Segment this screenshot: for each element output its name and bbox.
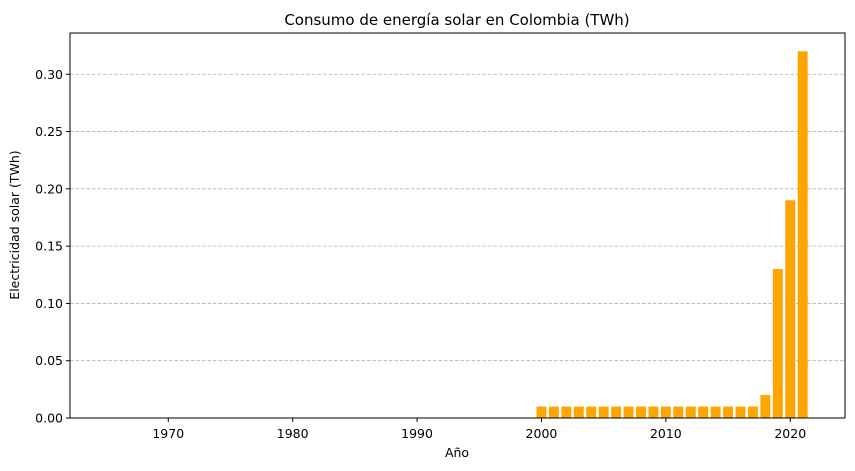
bar-2021 <box>797 51 808 418</box>
y-tick-label: 0.25 <box>35 124 63 139</box>
bar-2016 <box>735 406 746 418</box>
bar-2012 <box>685 406 696 418</box>
bar-2015 <box>723 406 734 418</box>
bar-2007 <box>623 406 634 418</box>
x-tick-label: 1980 <box>277 426 309 441</box>
bar-2018 <box>760 395 771 418</box>
x-tick-label: 2020 <box>774 426 806 441</box>
y-axis-title: Electricidad solar (TWh) <box>7 150 22 299</box>
y-tick-label: 0.15 <box>35 239 63 254</box>
bar-2019 <box>772 269 783 418</box>
x-tick-label: 1970 <box>152 426 184 441</box>
plot-frame <box>69 32 846 419</box>
bars <box>536 51 808 418</box>
bar-2004 <box>586 406 597 418</box>
bar-2001 <box>548 406 559 418</box>
y-tick-label: 0.00 <box>35 411 63 426</box>
bar-2017 <box>747 406 758 418</box>
bar-2005 <box>598 406 609 418</box>
bar-2002 <box>561 406 572 418</box>
bar-2000 <box>536 406 547 418</box>
y-tick-label: 0.30 <box>35 67 63 82</box>
bar-2020 <box>785 200 796 418</box>
bar-2003 <box>573 406 584 418</box>
bar-2014 <box>710 406 721 418</box>
x-axis-title: Año <box>445 445 469 460</box>
x-axis-ticks: 1970 1980 1990 2000 2010 2020 <box>152 418 806 441</box>
x-tick-label: 2000 <box>526 426 558 441</box>
grid <box>70 73 845 362</box>
bar-2008 <box>636 406 646 418</box>
x-tick-label: 2010 <box>650 426 682 441</box>
bar-2009 <box>648 406 659 418</box>
y-axis-ticks: 0.00 0.05 0.10 0.15 0.20 0.25 0.30 <box>35 67 70 426</box>
bar-2013 <box>698 406 709 418</box>
y-tick-label: 0.20 <box>35 181 63 196</box>
bar-2010 <box>660 406 671 418</box>
y-tick-label: 0.05 <box>35 353 63 368</box>
bar-2006 <box>611 406 622 418</box>
x-tick-label: 1990 <box>401 426 433 441</box>
chart-title: Consumo de energía solar en Colombia (TW… <box>284 11 629 29</box>
y-tick-label: 0.10 <box>35 296 63 311</box>
bar-2011 <box>673 406 684 418</box>
